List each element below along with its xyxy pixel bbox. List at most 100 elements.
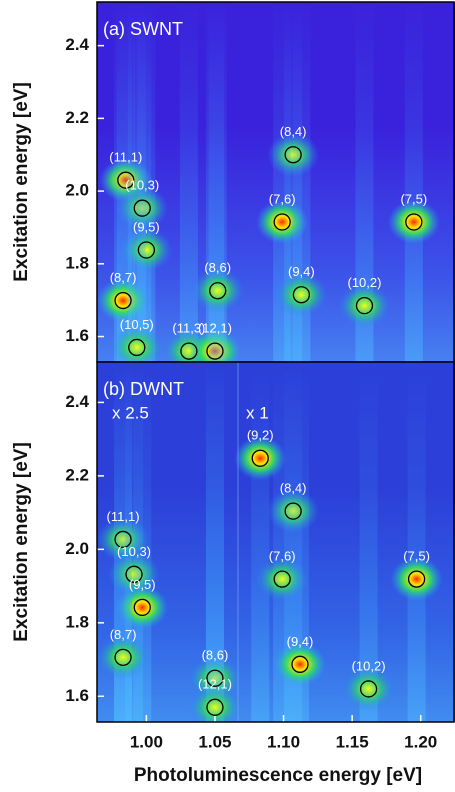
chirality-marker	[407, 570, 426, 588]
chirality-marker	[292, 286, 311, 304]
chirality-marker	[355, 296, 374, 315]
panel-title: (a) SWNT	[103, 19, 183, 39]
chirality-marker	[209, 282, 227, 300]
point-label: (10,3)	[117, 544, 151, 559]
y-axis-title: Excitation energy [eV]	[11, 442, 32, 642]
emission-peak	[188, 685, 241, 722]
point-label: (11,1)	[109, 150, 142, 165]
point-label: (7,5)	[400, 191, 427, 206]
chirality-marker	[133, 598, 151, 617]
emission-peak	[274, 642, 327, 687]
emission-peak	[97, 635, 150, 680]
point-label: (10,5)	[120, 317, 154, 332]
panel-title: (b) DWNT	[103, 379, 184, 399]
point-label: (12,1)	[198, 321, 232, 336]
chirality-marker	[273, 213, 291, 231]
emission-peak	[110, 325, 163, 362]
emission-streak	[292, 2, 311, 362]
point-label: (8,6)	[202, 648, 229, 663]
chirality-marker	[125, 565, 143, 583]
chirality-marker	[117, 171, 135, 189]
emission-streak	[404, 2, 423, 362]
emission-streak	[359, 362, 378, 722]
point-label: (11,3)	[172, 321, 205, 336]
point-label: (9,4)	[288, 264, 315, 279]
point-label: (10,2)	[347, 275, 381, 290]
chirality-marker	[114, 530, 132, 549]
point-label: (9,2)	[247, 428, 274, 443]
x-tick-label: 1.10	[267, 732, 300, 751]
x-tick-label: 1.00	[130, 732, 163, 751]
emission-streak	[114, 362, 133, 722]
plot-frame	[96, 361, 455, 723]
point-label: (8,4)	[280, 124, 307, 139]
emission-streak	[407, 362, 426, 722]
emission-peak	[338, 283, 391, 328]
point-label: (7,5)	[403, 549, 430, 564]
point-label: (7,6)	[269, 549, 296, 564]
chirality-marker	[206, 669, 224, 687]
chirality-marker	[405, 213, 423, 231]
emission-streak	[291, 362, 310, 722]
scale-annotation: x 2.5	[112, 403, 149, 422]
x-axis-title: Photoluminescence energy [eV]	[134, 765, 422, 786]
emission-streak	[355, 2, 374, 362]
emission-peak	[191, 268, 244, 313]
chirality-marker	[284, 502, 302, 520]
y-tick-label: 2.4	[65, 392, 89, 411]
point-label: (9,5)	[129, 577, 156, 592]
chirality-marker	[206, 698, 224, 716]
y-tick-label: 1.6	[65, 326, 89, 345]
y-axis-title: Excitation energy [eV]	[11, 82, 32, 282]
point-label: (9,5)	[133, 219, 160, 234]
chirality-marker	[291, 655, 309, 673]
point-label: (8,7)	[110, 270, 137, 285]
emission-peak	[390, 557, 443, 602]
chirality-marker	[114, 291, 132, 310]
point-label: (12,1)	[198, 677, 232, 692]
point-label: (8,4)	[280, 481, 307, 496]
y-tick-label: 1.8	[65, 253, 89, 272]
point-label: (10,2)	[352, 658, 386, 673]
chirality-marker	[273, 570, 291, 588]
x-tick-label: 1.20	[404, 732, 437, 751]
chirality-marker	[128, 338, 146, 357]
y-tick-label: 1.6	[65, 686, 89, 705]
point-label: (8,7)	[110, 627, 137, 642]
y-tick-label: 2.4	[65, 35, 89, 54]
emission-streak	[114, 2, 133, 362]
heatmap	[97, 2, 455, 362]
emission-peak	[387, 200, 440, 244]
y-tick-label: 1.8	[65, 612, 89, 631]
x-tick-label: 1.05	[198, 732, 231, 751]
emission-streak	[273, 2, 292, 362]
chirality-marker	[114, 648, 132, 666]
emission-peak	[342, 666, 395, 711]
chirality-marker	[206, 342, 224, 360]
chirality-marker	[284, 146, 302, 164]
point-label: (8,6)	[204, 260, 231, 275]
y-tick-label: 2.0	[65, 181, 89, 200]
point-label: (10,3)	[125, 178, 159, 193]
x-tick-label: 1.15	[336, 732, 369, 751]
emission-streak	[179, 2, 198, 362]
chirality-marker	[359, 680, 378, 698]
y-tick-label: 2.2	[65, 465, 89, 484]
emission-streak	[127, 2, 146, 362]
point-label: (7,6)	[269, 191, 296, 206]
emission-peak	[275, 272, 328, 317]
chirality-marker	[180, 342, 198, 360]
y-tick-label: 2.2	[65, 108, 89, 127]
point-label: (9,4)	[287, 634, 314, 649]
y-tick-label: 2.0	[65, 539, 89, 558]
point-label: (11,1)	[107, 509, 140, 524]
chirality-marker	[133, 199, 151, 217]
heatmap	[97, 362, 455, 722]
emission-streak	[273, 362, 292, 722]
chirality-marker	[137, 241, 156, 259]
scale-annotation: x 1	[246, 403, 269, 422]
chirality-marker	[251, 449, 269, 467]
emission-streak	[133, 362, 152, 722]
emission-streak	[205, 362, 224, 722]
